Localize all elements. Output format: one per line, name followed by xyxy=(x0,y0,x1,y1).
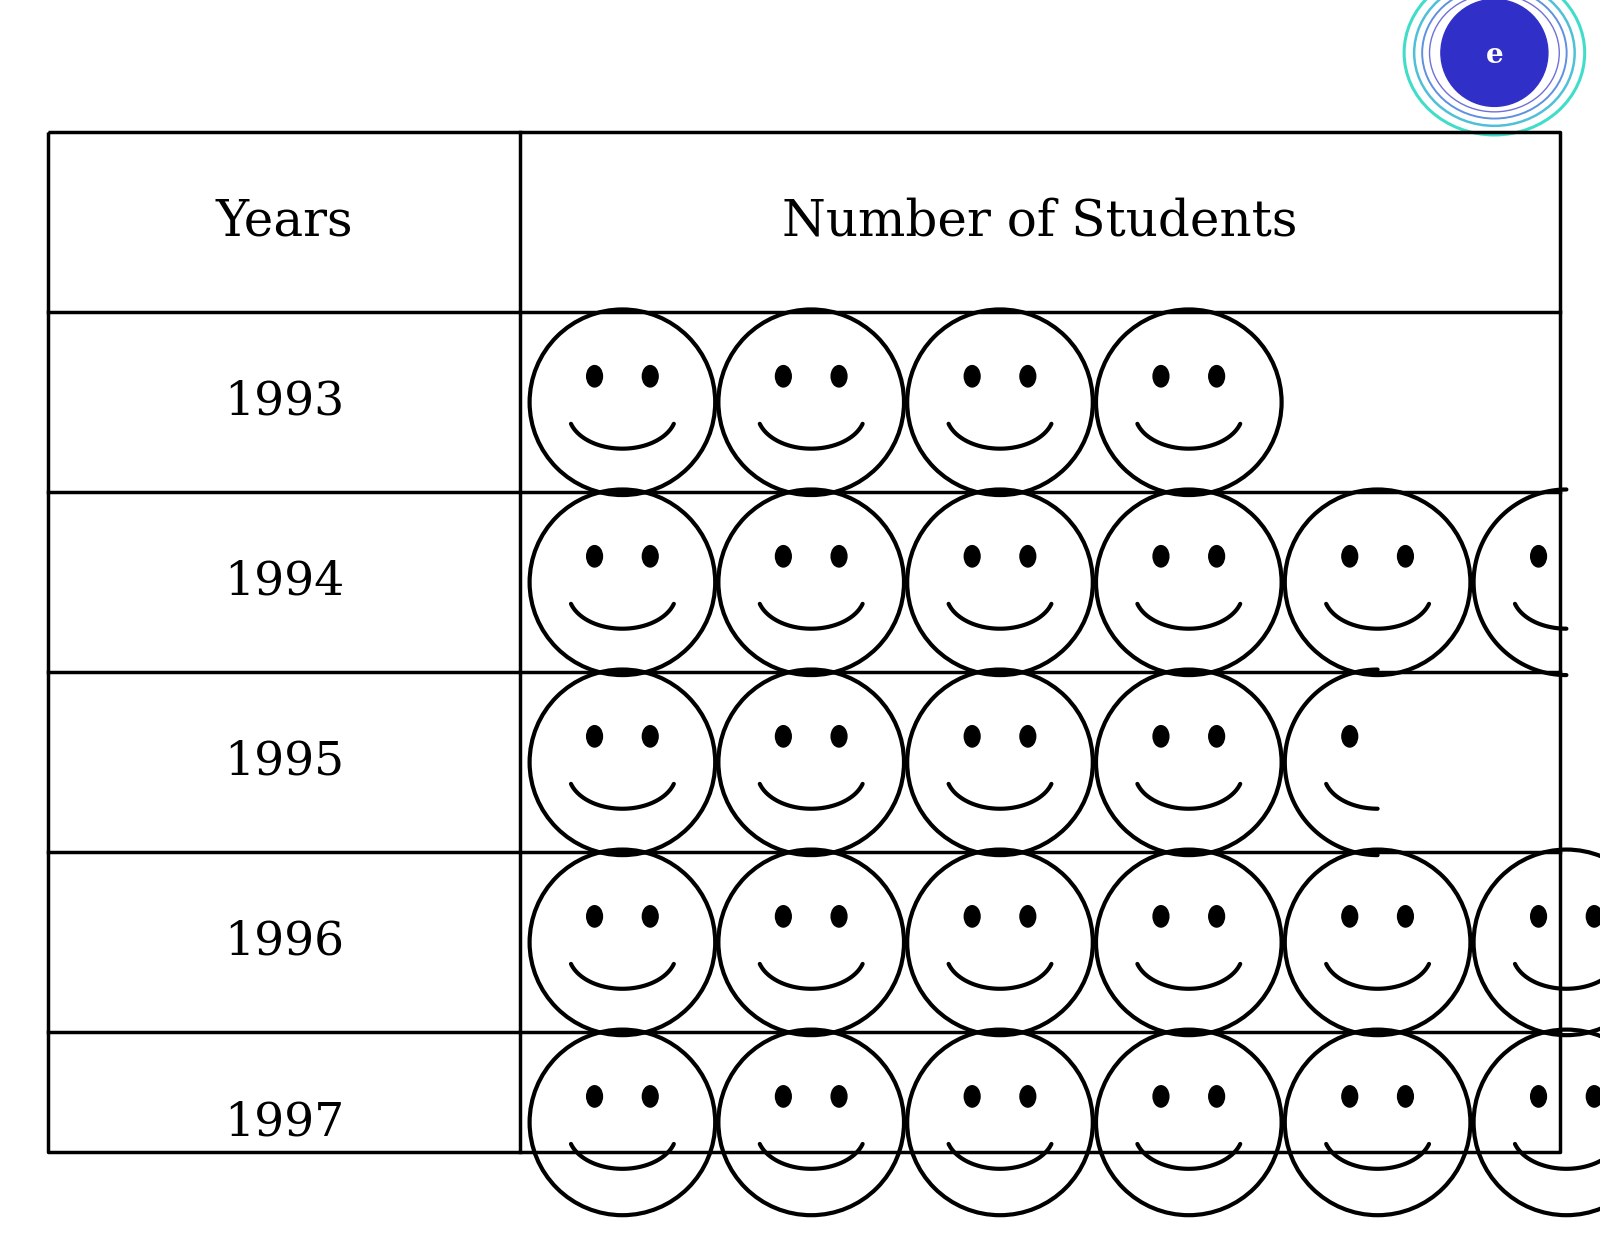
Ellipse shape xyxy=(1586,1085,1600,1107)
Ellipse shape xyxy=(965,905,981,927)
Ellipse shape xyxy=(587,545,603,567)
Text: Years: Years xyxy=(214,198,354,247)
Ellipse shape xyxy=(1397,905,1413,927)
Text: e: e xyxy=(1485,43,1504,69)
Ellipse shape xyxy=(1208,905,1224,927)
Ellipse shape xyxy=(1397,1085,1413,1107)
Ellipse shape xyxy=(965,725,981,747)
Text: 1996: 1996 xyxy=(224,920,344,964)
Ellipse shape xyxy=(1397,545,1413,567)
Ellipse shape xyxy=(776,1085,792,1107)
Ellipse shape xyxy=(776,365,792,387)
Ellipse shape xyxy=(965,545,981,567)
Ellipse shape xyxy=(776,725,792,747)
Ellipse shape xyxy=(830,1085,846,1107)
Ellipse shape xyxy=(1442,0,1547,106)
Ellipse shape xyxy=(1531,1085,1547,1107)
Ellipse shape xyxy=(1019,365,1035,387)
Ellipse shape xyxy=(587,365,603,387)
Ellipse shape xyxy=(1019,545,1035,567)
Ellipse shape xyxy=(642,365,658,387)
Ellipse shape xyxy=(1019,1085,1035,1107)
Ellipse shape xyxy=(1154,725,1170,747)
Text: 1993: 1993 xyxy=(224,380,344,424)
Ellipse shape xyxy=(587,725,603,747)
Ellipse shape xyxy=(1342,725,1358,747)
Ellipse shape xyxy=(1342,545,1358,567)
Ellipse shape xyxy=(642,545,658,567)
Text: 1995: 1995 xyxy=(224,740,344,784)
Ellipse shape xyxy=(642,1085,658,1107)
Text: 1997: 1997 xyxy=(224,1100,344,1144)
Ellipse shape xyxy=(830,365,846,387)
Ellipse shape xyxy=(1342,905,1358,927)
Ellipse shape xyxy=(1154,545,1170,567)
Ellipse shape xyxy=(642,905,658,927)
Ellipse shape xyxy=(830,725,846,747)
Ellipse shape xyxy=(830,545,846,567)
Ellipse shape xyxy=(587,905,603,927)
Ellipse shape xyxy=(1208,545,1224,567)
Ellipse shape xyxy=(1531,545,1547,567)
Ellipse shape xyxy=(965,1085,981,1107)
Ellipse shape xyxy=(1019,725,1035,747)
Text: 1994: 1994 xyxy=(224,560,344,604)
Ellipse shape xyxy=(776,905,792,927)
Text: Number of Students: Number of Students xyxy=(782,198,1298,247)
Ellipse shape xyxy=(965,365,981,387)
Ellipse shape xyxy=(1019,905,1035,927)
Ellipse shape xyxy=(1154,1085,1170,1107)
Ellipse shape xyxy=(830,905,846,927)
Ellipse shape xyxy=(1154,905,1170,927)
Ellipse shape xyxy=(1208,1085,1224,1107)
Ellipse shape xyxy=(642,725,658,747)
Ellipse shape xyxy=(1531,905,1547,927)
Ellipse shape xyxy=(1208,725,1224,747)
Ellipse shape xyxy=(1586,905,1600,927)
Ellipse shape xyxy=(1342,1085,1358,1107)
Ellipse shape xyxy=(776,545,792,567)
Ellipse shape xyxy=(587,1085,603,1107)
Ellipse shape xyxy=(1208,365,1224,387)
Ellipse shape xyxy=(1154,365,1170,387)
